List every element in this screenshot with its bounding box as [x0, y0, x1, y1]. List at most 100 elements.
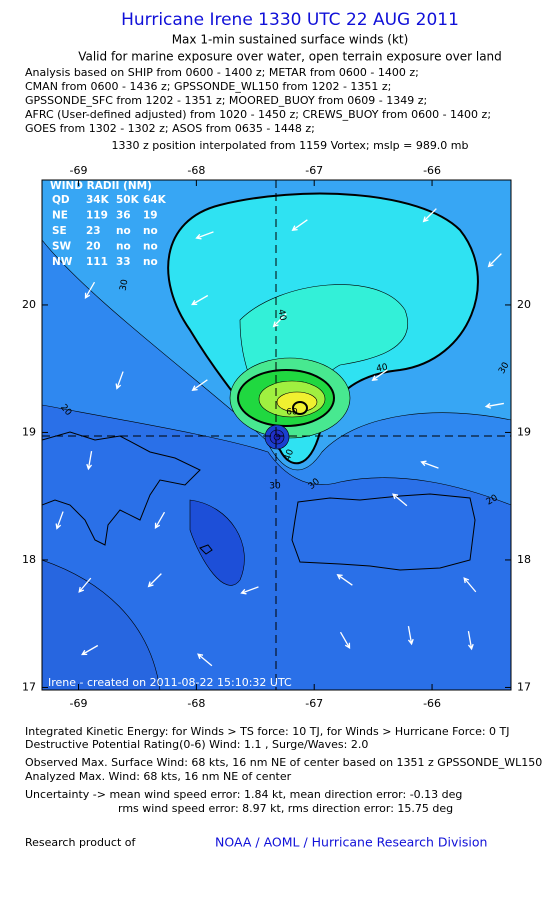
subtitle: Max 1-min sustained surface winds (kt) — [172, 33, 409, 47]
stats-line: Destructive Potential Rating(0-6) Wind: … — [25, 738, 368, 751]
wind-arrow — [392, 493, 408, 507]
radii-cell: no — [143, 225, 158, 237]
radii-cell: 33 — [116, 256, 131, 268]
wind-arrow — [191, 294, 209, 306]
x-tick-label: -67 — [305, 164, 323, 177]
radii-cell: 34K — [86, 194, 110, 206]
wind-arrow — [81, 644, 99, 656]
map-frame — [41, 179, 512, 691]
radii-cell: no — [143, 241, 158, 253]
radii-cell: no — [116, 241, 131, 253]
stats-line: Integrated Kinetic Energy: for Winds > T… — [25, 725, 510, 738]
radii-cell: SE — [52, 225, 67, 237]
radii-title: WIND RADII (NM) — [50, 180, 152, 192]
y-tick-label: 18 — [22, 553, 36, 566]
x-tick-label: -68 — [187, 164, 205, 177]
x-tick-label: -67 — [305, 697, 323, 710]
contour-label: 30 — [119, 278, 131, 291]
radii-cell: no — [143, 256, 158, 268]
analysis-line: GPSSONDE_SFC from 1202 - 1351 z; MOORED_… — [25, 94, 427, 107]
wind-arrow — [55, 511, 64, 530]
wind-arrow — [272, 313, 287, 328]
wind-arrow — [291, 219, 308, 231]
analysis-line: GOES from 1302 - 1302 z; ASOS from 0635 … — [25, 122, 315, 135]
wind-arrow — [191, 379, 208, 391]
y-tick-label: 17 — [22, 680, 36, 693]
eye — [273, 433, 281, 441]
stats-line: Uncertainty -> mean wind speed error: 1.… — [25, 788, 462, 801]
contour-label: 40 — [283, 448, 296, 462]
footer-label: Research product of — [25, 836, 136, 849]
wind-arrow — [115, 371, 124, 390]
radii-cell: NE — [52, 210, 68, 222]
contour-label: 60 — [286, 408, 298, 418]
wind-arrow — [336, 574, 353, 586]
radii-cell: 20 — [86, 241, 101, 253]
wind-arrow — [420, 460, 439, 469]
stats-line: Analyzed Max. Wind: 68 kts, 16 nm NE of … — [25, 770, 292, 783]
contour-label: 40 — [376, 363, 389, 375]
radii-cell: no — [116, 225, 131, 237]
wind-arrow — [86, 451, 93, 471]
wind-arrow — [78, 577, 92, 593]
radii-cell: QD — [52, 194, 70, 206]
x-tick-label: -68 — [187, 697, 205, 710]
stats-line: Observed Max. Surface Wind: 68 kts, 16 n… — [25, 756, 542, 769]
radii-cell: 36 — [116, 210, 131, 222]
wind-arrow — [339, 631, 351, 649]
wind-arrow — [407, 626, 414, 646]
x-tick-label: -69 — [70, 697, 88, 710]
position-note: 1330 z position interpolated from 1159 V… — [111, 139, 468, 152]
radii-cell: 50K — [116, 194, 140, 206]
wind-arrow — [147, 573, 162, 588]
contour-fill — [189, 499, 245, 586]
title: Hurricane Irene 1330 UTC 22 AUG 2011 — [121, 10, 459, 30]
radii-cell: 119 — [86, 210, 108, 222]
y-tick-label: 19 — [517, 425, 531, 438]
analysis-line: CMAN from 0600 - 1436 z; GPSSONDE_WL150 … — [25, 80, 391, 93]
wind-arrow — [197, 653, 213, 667]
radii-cell: NW — [52, 256, 73, 268]
x-tick-label: -66 — [423, 697, 441, 710]
coastline — [291, 493, 476, 571]
max-wind — [292, 401, 308, 415]
map-area: WIND RADII (NM) QD 34K 50K 64K NE 119 36 19 SE 23 n… — [42, 180, 512, 690]
validity: Valid for marine exposure over water, op… — [78, 50, 502, 64]
radii-cell: SW — [52, 241, 72, 253]
analysis-line: AFRC (User-defined adjusted) from 1020 -… — [25, 108, 491, 121]
wind-arrow — [467, 631, 474, 651]
wind-arrow — [240, 586, 259, 595]
wind-arrow — [422, 208, 437, 223]
x-tick-label: -66 — [423, 164, 441, 177]
analysis-line: Analysis based on SHIP from 0600 - 1400 … — [25, 66, 419, 79]
stats-line: rms wind speed error: 8.97 kt, rms direc… — [118, 802, 453, 815]
coastline — [42, 431, 201, 546]
coastline — [199, 544, 213, 555]
wind-arrow — [195, 231, 214, 240]
wind-arrow — [487, 253, 502, 268]
y-tick-label: 19 — [22, 425, 36, 438]
wind-radii-table: WIND RADII (NM) QD 34K 50K 64K NE 119 36 19 SE 23 n… — [50, 180, 167, 268]
wind-arrow — [154, 511, 166, 529]
wind-arrows — [55, 208, 504, 667]
credit: Irene - created on 2011-08-22 15:10:32 U… — [48, 676, 292, 689]
radii-cell: 64K — [143, 194, 167, 206]
y-tick-label: 20 — [22, 298, 36, 311]
contour-fill — [42, 559, 161, 690]
contour-label: 30 — [497, 361, 512, 376]
contour-label: 30 — [269, 482, 281, 492]
y-tick-label: 18 — [517, 553, 531, 566]
wind-arrow — [84, 281, 96, 299]
y-tick-label: 17 — [517, 680, 531, 693]
wind-arrow — [463, 577, 477, 593]
axes: -69 -69 -68 -68 -67 -67 -66 -66 20 20 19 19 18 18 17 17 — [22, 164, 531, 710]
radii-cell: 111 — [86, 256, 108, 268]
y-tick-label: 20 — [517, 298, 531, 311]
radii-cell: 19 — [143, 210, 158, 222]
text-block: Analysis based on SHIP from 0600 - 1400 … — [25, 66, 542, 815]
wind-arrow — [371, 369, 388, 381]
footer-org: NOAA / AOML / Hurricane Research Divisio… — [215, 835, 487, 850]
